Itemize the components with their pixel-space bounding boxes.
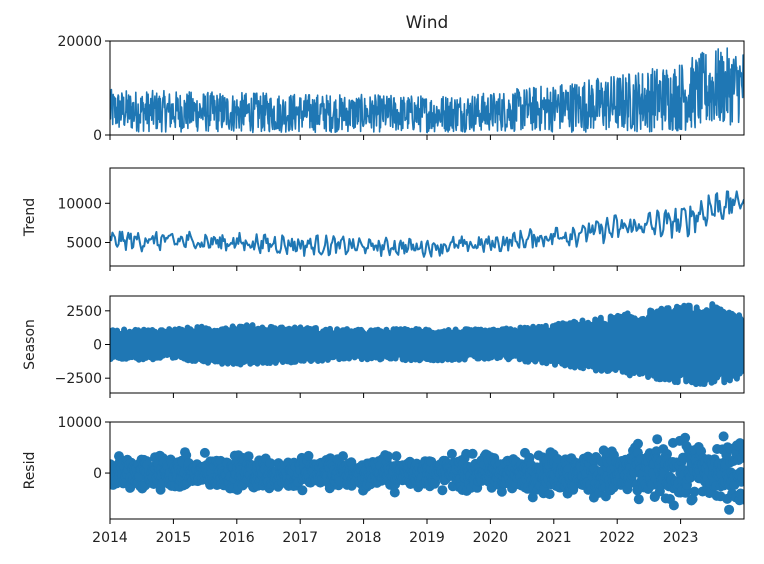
observed-ytick-label: 0 [93,128,102,144]
resid-series [110,431,744,515]
resid-point [199,447,210,458]
xtick-label: 2023 [663,530,699,546]
resid-point [181,450,192,461]
resid-point [689,486,700,497]
xtick-label: 2016 [219,530,255,546]
xtick-label: 2019 [409,530,445,546]
resid-point [338,451,348,462]
resid-point [496,486,507,497]
resid-point [687,494,698,505]
resid-point [739,446,744,457]
xtick-label: 2015 [156,530,192,546]
season-ytick-label: −2500 [55,371,102,387]
resid-ytick-label: 10000 [57,415,102,431]
trend-ytick-label: 5000 [66,235,102,251]
season-ytick-label: 2500 [66,304,102,320]
observed-ytick-label: 20000 [57,34,102,50]
resid-point [446,448,457,459]
resid-point [633,494,644,505]
resid-point [303,450,314,461]
resid-point [297,485,308,496]
resid-point [544,489,555,500]
trend-series [110,190,744,258]
resid-point [527,492,538,503]
resid-point [633,438,643,449]
resid-point [724,504,735,515]
panel-resid: 0 10000 Resid 2014 2015 2016 2017 2018 2019 2020 2… [22,415,745,546]
panel-observed: 0 20000 [57,34,745,144]
resid-point [552,454,563,464]
resid-point [391,451,402,462]
resid-point [735,438,744,449]
xtick-label: 2017 [282,530,318,546]
resid-point [243,451,254,462]
chart-title: Wind [406,13,449,33]
observed-line [110,47,744,134]
xtick-label: 2014 [92,530,128,546]
panel-season: −2500 0 2500 Season [22,295,745,398]
trend-ytick-label: 10000 [57,196,102,212]
season-line [110,301,744,388]
xtick-label: 2021 [536,530,572,546]
resid-point [383,451,393,462]
xtick-label: 2020 [473,530,509,546]
observed-series [110,47,744,134]
panels-group: 0 20000 5000 10000 Trend −2500 0 2500 Season 0 100… [22,34,745,546]
resid-point [680,432,691,443]
xtick-label: 2018 [346,530,382,546]
resid-point [437,485,448,496]
xtick-label: 2022 [599,530,635,546]
resid-point [467,448,478,459]
resid-ytick-label: 0 [93,466,102,482]
resid-point [265,458,276,469]
trend-line [110,190,744,258]
panel-trend: 5000 10000 Trend [22,167,745,271]
resid-point [652,434,663,445]
resid-ylabel: Resid [22,452,38,490]
resid-point [737,472,744,483]
resid-point [524,452,535,463]
resid-point [389,487,400,498]
season-ytick-label: 0 [93,338,102,354]
season-ylabel: Season [22,319,38,370]
season-series [110,301,744,388]
resid-point [668,500,679,511]
resid-point [737,494,744,505]
trend-ylabel: Trend [22,198,38,237]
resid-point [718,431,729,442]
